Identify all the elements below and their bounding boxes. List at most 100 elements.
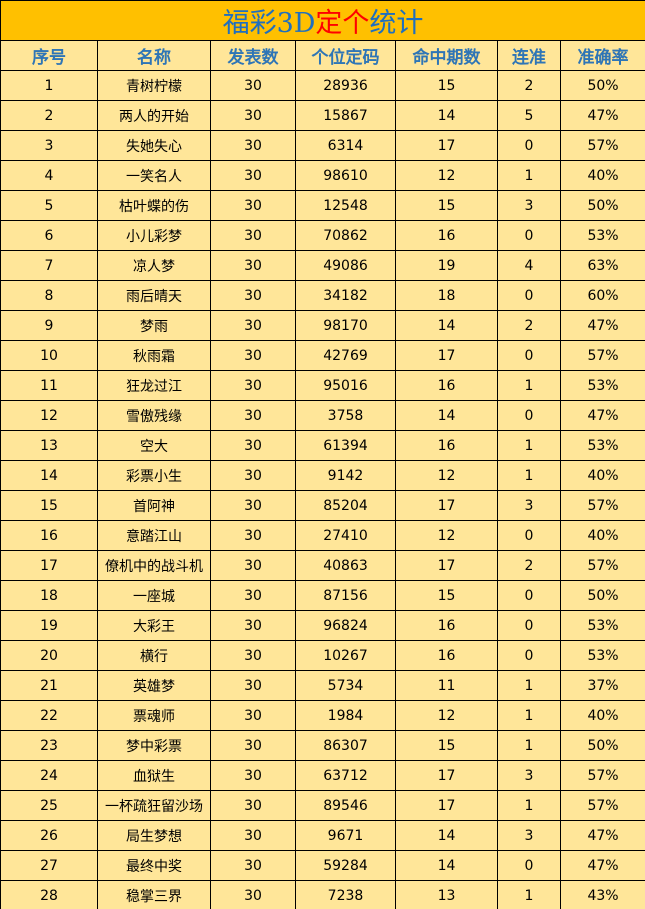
table-cell: 50% — [559, 190, 645, 221]
table-cell: 1 — [497, 880, 561, 909]
table-cell: 0 — [497, 610, 561, 641]
table-cell: 20 — [0, 640, 98, 671]
table-cell: 57% — [559, 490, 645, 521]
table-cell: 枯叶蝶的伤 — [97, 190, 211, 221]
table-cell: 17 — [395, 790, 498, 821]
table-row: 16 意踏江山 30 27410 12 0 40% — [0, 520, 645, 551]
table-row: 17 僚机中的战斗机 30 40863 17 2 57% — [0, 550, 645, 581]
table-cell: 局生梦想 — [97, 820, 211, 851]
column-header: 发表数 — [210, 40, 296, 71]
table-cell: 9142 — [295, 460, 396, 491]
table-cell: 僚机中的战斗机 — [97, 550, 211, 581]
table-cell: 1 — [497, 160, 561, 191]
table-row: 11 狂龙过江 30 95016 16 1 53% — [0, 370, 645, 401]
table-cell: 13 — [0, 430, 98, 461]
table-cell: 30 — [210, 790, 296, 821]
table-cell: 30 — [210, 610, 296, 641]
table-cell: 86307 — [295, 730, 396, 761]
table-cell: 0 — [497, 280, 561, 311]
table-cell: 63712 — [295, 760, 396, 791]
table-cell: 17 — [395, 490, 498, 521]
table-cell: 1 — [497, 700, 561, 731]
column-header: 序号 — [0, 40, 98, 71]
table-cell: 30 — [210, 520, 296, 551]
table-cell: 15 — [395, 70, 498, 101]
table-cell: 30 — [210, 130, 296, 161]
table-cell: 2 — [497, 550, 561, 581]
table-cell: 一笑名人 — [97, 160, 211, 191]
table-cell: 雪傲残缘 — [97, 400, 211, 431]
table-cell: 青树柠檬 — [97, 70, 211, 101]
table-cell: 稳掌三界 — [97, 880, 211, 909]
table-cell: 12 — [395, 520, 498, 551]
table-cell: 15 — [0, 490, 98, 521]
table-cell: 27 — [0, 850, 98, 881]
table-cell: 横行 — [97, 640, 211, 671]
table-cell: 0 — [497, 580, 561, 611]
title-part-1: 福彩3D — [222, 8, 316, 39]
table-cell: 57% — [559, 550, 645, 581]
table-row: 2 两人的开始 30 15867 14 5 47% — [0, 100, 645, 131]
table-cell: 53% — [559, 220, 645, 251]
table-cell: 89546 — [295, 790, 396, 821]
table-cell: 12548 — [295, 190, 396, 221]
table-cell: 96824 — [295, 610, 396, 641]
table-row: 22 票魂师 30 1984 12 1 40% — [0, 700, 645, 731]
table-cell: 57% — [559, 340, 645, 371]
table-cell: 17 — [395, 760, 498, 791]
table-cell: 16 — [395, 220, 498, 251]
table-cell: 22 — [0, 700, 98, 731]
table-cell: 10267 — [295, 640, 396, 671]
table-cell: 28936 — [295, 70, 396, 101]
table-cell: 63% — [559, 250, 645, 281]
table-cell: 4 — [0, 160, 98, 191]
table-cell: 53% — [559, 430, 645, 461]
column-header: 准确率 — [559, 40, 645, 71]
table-cell: 15 — [395, 190, 498, 221]
table-cell: 失她失心 — [97, 130, 211, 161]
table-cell: 1 — [497, 460, 561, 491]
table-row: 19 大彩王 30 96824 16 0 53% — [0, 610, 645, 641]
table-cell: 50% — [559, 580, 645, 611]
table-cell: 19 — [395, 250, 498, 281]
table-body: 1 青树柠檬 30 28936 15 2 50% 2 两人的开始 30 15867 14 5 47% 3 失她… — [0, 70, 645, 909]
table-cell: 30 — [210, 280, 296, 311]
table-cell: 95016 — [295, 370, 396, 401]
table-cell: 1 — [0, 70, 98, 101]
table-cell: 40% — [559, 160, 645, 191]
table-cell: 43% — [559, 880, 645, 909]
table-row: 6 小儿彩梦 30 70862 16 0 53% — [0, 220, 645, 251]
table-cell: 12 — [395, 160, 498, 191]
table-cell: 30 — [210, 220, 296, 251]
table-cell: 1 — [497, 790, 561, 821]
table-cell: 30 — [210, 850, 296, 881]
table-cell: 大彩王 — [97, 610, 211, 641]
table-cell: 53% — [559, 640, 645, 671]
table-cell: 3 — [497, 490, 561, 521]
table-cell: 30 — [210, 490, 296, 521]
table-cell: 47% — [559, 400, 645, 431]
table-row: 13 空大 30 61394 16 1 53% — [0, 430, 645, 461]
table-row: 5 枯叶蝶的伤 30 12548 15 3 50% — [0, 190, 645, 221]
table-cell: 30 — [210, 100, 296, 131]
table-cell: 两人的开始 — [97, 100, 211, 131]
table-cell: 30 — [210, 550, 296, 581]
table-cell: 11 — [0, 370, 98, 401]
table-cell: 15 — [395, 580, 498, 611]
table-cell: 狂龙过江 — [97, 370, 211, 401]
table-cell: 12 — [395, 460, 498, 491]
table-row: 12 雪傲残缘 30 3758 14 0 47% — [0, 400, 645, 431]
table-cell: 5734 — [295, 670, 396, 701]
table-cell: 16 — [0, 520, 98, 551]
table-cell: 一杯疏狂留沙场 — [97, 790, 211, 821]
table-cell: 70862 — [295, 220, 396, 251]
table-row: 20 横行 30 10267 16 0 53% — [0, 640, 645, 671]
table-cell: 24 — [0, 760, 98, 791]
table-row: 27 最终中奖 30 59284 14 0 47% — [0, 850, 645, 881]
table-row: 23 梦中彩票 30 86307 15 1 50% — [0, 730, 645, 761]
table-cell: 60% — [559, 280, 645, 311]
header-row: 序号 名称 发表数 个位定码 命中期数 连准 准确率 — [0, 40, 645, 71]
table-cell: 12 — [0, 400, 98, 431]
table-cell: 0 — [497, 340, 561, 371]
